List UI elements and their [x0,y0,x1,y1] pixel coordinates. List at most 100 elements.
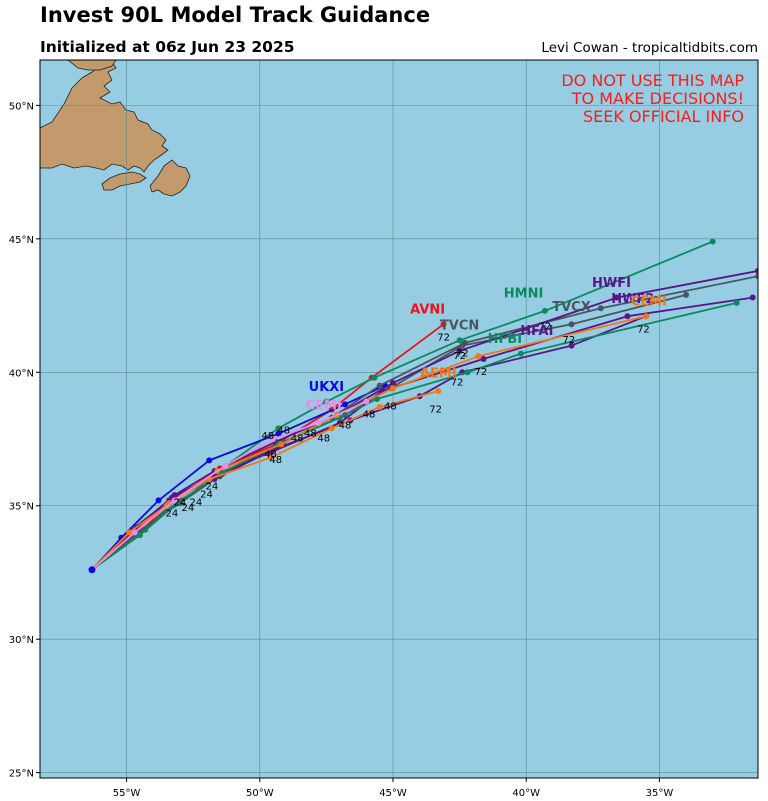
track-point [390,379,397,386]
track-point [597,305,604,312]
lon-tick-label: 45°W [379,788,407,799]
model-label-aemi: AEMI [420,367,457,382]
model-label-avni: AVNI [410,303,445,318]
track-point [315,420,322,427]
forecast-hour-label: 72 [429,404,442,415]
track-point [126,529,133,536]
forecast-hour-label: 72 [562,335,575,346]
lat-tick-label: 30°N [9,635,34,646]
forecast-hour-label: 72 [637,324,650,335]
map-frame [39,59,759,779]
track-point [456,337,463,344]
model-label-ukxi: UKXI [309,380,345,395]
track-point [342,401,349,408]
model-label-hfbi: HFBI [488,332,523,347]
lon-tick-label: 40°W [512,788,540,799]
land-burin-peninsula [101,171,147,191]
lat-tick-label: 35°N [9,502,34,513]
forecast-hour-label: 24 [166,508,179,519]
track-point [480,355,487,362]
forecast-hour-label: 72 [453,351,466,362]
lat-tick-label: 25°N [9,769,34,780]
lat-tick-label: 50°N [9,101,34,112]
forecast-hour-label: 48 [261,431,274,442]
axis-tick-labels: 55°W 50°W 45°W 40°W 35°W 25°N 30°N 35°N 40°N 45°N… [9,101,674,799]
track-point [456,347,463,354]
track-point [459,342,466,349]
track-point [613,294,620,301]
forecast-hour-label: 72 [538,322,551,333]
ocean-background [40,60,758,778]
track-point [371,374,378,381]
lon-tick-label: 35°W [646,788,674,799]
map-credit: Levi Cowan - tropicaltidbits.com [541,40,758,56]
lat-tick-label: 45°N [9,235,34,246]
forecast-hour-label: 72 [437,332,450,343]
map-subtitle: Initialized at 06z Jun 23 2025 [40,38,295,56]
track-point [643,313,650,320]
forecast-hour-label: 72 [475,367,488,378]
track-point [749,294,756,301]
track-line-aemi [91,390,439,571]
lat-tick-label: 40°N [9,368,34,379]
model-label-hmni: HMNI [504,287,544,302]
storm-origin-point [88,566,96,574]
forecast-hour-label: 48 [277,426,290,437]
track-point [155,497,162,504]
track-point [733,299,740,306]
track-point [222,462,229,469]
track-point [435,387,442,394]
track-point [136,532,143,539]
forecast-hour-label: 72 [451,378,464,389]
track-point [390,385,397,392]
track-point [755,267,758,274]
warning-line: TO MAKE DECISIONS! [571,89,744,108]
model-label-tvcx: TVCX [552,300,591,315]
forecast-hour-label: 24 [174,498,187,509]
track-point [683,291,690,298]
track-point [517,350,524,357]
track-point [568,321,575,328]
track-point [131,529,138,536]
track-point [568,342,575,349]
track-line-hfbi [91,302,737,571]
forecast-hour-label: 24 [205,482,218,493]
land-avalon-peninsula [149,159,191,197]
track-point [275,430,282,437]
forecast-hour-label: 48 [339,420,352,431]
track-point [171,497,178,504]
lon-tick-label: 50°W [246,788,274,799]
track-point [440,321,447,328]
forecast-hour-label: 48 [384,402,397,413]
track-point [475,353,482,360]
track-point [267,454,274,461]
forecast-hour-label: 48 [264,450,277,461]
track-point [206,457,213,464]
warning-line: SEEK OFFICIAL INFO [583,107,744,126]
newfoundland-coastline [40,60,191,197]
warning-line: DO NOT USE THIS MAP [561,71,744,90]
track-point [464,369,471,376]
model-label-hfai: HFAI [520,324,553,339]
track-point [323,398,330,405]
track-point [328,425,335,432]
model-label-hwfi: HWFI [592,276,631,291]
land-northern-shore [67,60,117,71]
track-point [278,441,285,448]
forecast-hour-label: 48 [317,434,330,445]
forecast-hour-label: 48 [304,428,317,439]
track-line-hwf2 [91,315,647,571]
track-point [270,436,277,443]
track-line-hmni [91,240,714,571]
map-title: Invest 90L Model Track Guidance [40,3,431,27]
forecast-hour-label: 48 [363,410,376,421]
model-tracks [88,238,758,574]
model-label-tvcn: TVCN [440,319,479,334]
track-point [624,313,631,320]
track-point [376,382,383,389]
model-label-hwf2: HWF2 [611,292,654,307]
forecast-hour-label: 24 [189,498,202,509]
